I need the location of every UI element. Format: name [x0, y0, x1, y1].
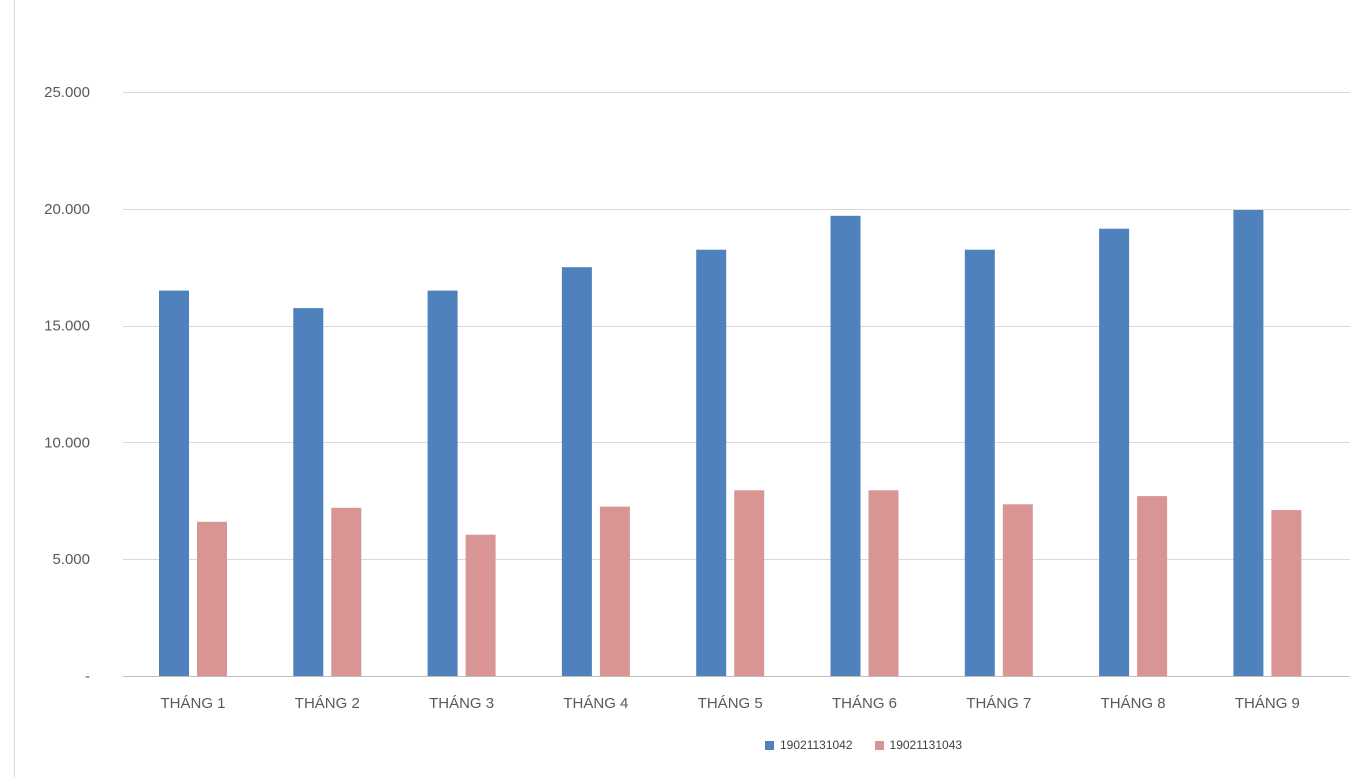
x-category-label: THÁNG 9 [1235, 695, 1300, 712]
bar-series-2 [1137, 496, 1168, 676]
bar-series-1 [830, 215, 861, 677]
bar-series-1 [159, 290, 189, 676]
x-axis-category-labels: THÁNG 1 THÁNG 2 THÁNG 3 THÁNG 4 THÁNG 5 THÁNG… [160, 695, 1299, 712]
bar-series-2 [868, 490, 899, 676]
legend: 19021131042 19021131043 [0, 738, 1363, 760]
bars [159, 210, 1302, 677]
x-category-label: THÁNG 6 [832, 695, 897, 712]
y-tick-label: 20.000 [44, 201, 90, 218]
legend-swatch-series-2 [874, 740, 884, 750]
bar-series-1 [427, 290, 458, 676]
bar-series-1 [1233, 210, 1264, 676]
bar-series-2 [465, 534, 496, 676]
legend-label-series-2: 19021131043 [889, 738, 963, 752]
legend-item-series-1: 19021131042 [765, 738, 853, 752]
y-tick-label: 15.000 [44, 318, 90, 335]
bar-series-2 [1002, 504, 1033, 676]
x-category-label: THÁNG 7 [966, 695, 1031, 712]
y-tick-label: 25.000 [44, 84, 90, 101]
bar-series-1 [1099, 228, 1130, 676]
left-border-line [14, 0, 15, 777]
bar-series-1 [561, 267, 592, 676]
y-tick-label: - [85, 668, 90, 685]
legend-item-series-2: 19021131043 [874, 738, 963, 752]
x-category-label: THÁNG 1 [160, 695, 225, 712]
bar-series-1 [964, 249, 995, 676]
bar-series-2 [331, 507, 362, 676]
x-category-label: THÁNG 8 [1101, 695, 1166, 712]
x-category-label: THÁNG 3 [429, 695, 494, 712]
legend-label-series-1: 19021131042 [780, 738, 853, 752]
x-category-label: THÁNG 5 [698, 695, 763, 712]
bar-series-2 [1271, 510, 1302, 676]
x-category-label: THÁNG 4 [563, 695, 628, 712]
legend-swatch-series-1 [765, 740, 774, 750]
bar-series-1 [696, 249, 727, 676]
y-axis-tick-labels: - 5.000 10.000 15.000 20.000 25.000 [44, 84, 90, 685]
bar-series-2 [599, 506, 630, 676]
bar-series-2 [734, 490, 765, 676]
bar-series-1 [293, 308, 324, 676]
x-category-label: THÁNG 2 [295, 695, 360, 712]
y-tick-label: 5.000 [52, 551, 90, 568]
bar-series-2 [197, 521, 227, 676]
y-tick-label: 10.000 [44, 434, 90, 451]
